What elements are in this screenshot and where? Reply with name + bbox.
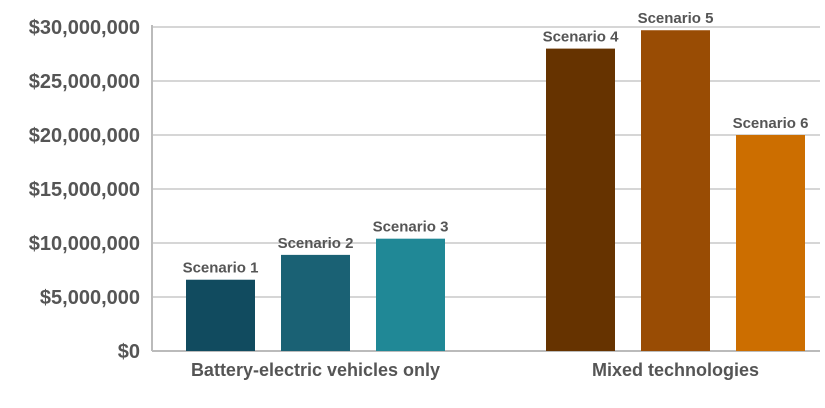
bar-label: Scenario 2	[278, 235, 354, 252]
bar-scenario-4	[546, 48, 615, 351]
bar-label: Scenario 3	[373, 219, 449, 236]
y-tick-label: $30,000,000	[29, 17, 140, 39]
y-tick-label: $5,000,000	[40, 287, 140, 309]
y-tick-label: $10,000,000	[29, 233, 140, 255]
bar-label: Scenario 5	[638, 10, 714, 27]
y-tick-label: $20,000,000	[29, 125, 140, 147]
bar-scenario-6	[736, 135, 805, 351]
bar-scenario-1	[186, 279, 255, 351]
bar-label: Scenario 4	[543, 29, 620, 46]
group-label: Battery-electric vehicles only	[191, 360, 440, 380]
bar-scenario-3	[376, 238, 445, 351]
y-tick-label: $25,000,000	[29, 71, 140, 93]
bar-label: Scenario 6	[733, 115, 809, 132]
bar-scenario-5	[641, 30, 710, 352]
bar-label: Scenario 1	[183, 260, 259, 277]
y-tick-label: $0	[118, 341, 140, 363]
y-tick-label: $15,000,000	[29, 179, 140, 201]
group-label: Mixed technologies	[592, 360, 759, 380]
bar-scenario-2	[281, 254, 350, 351]
